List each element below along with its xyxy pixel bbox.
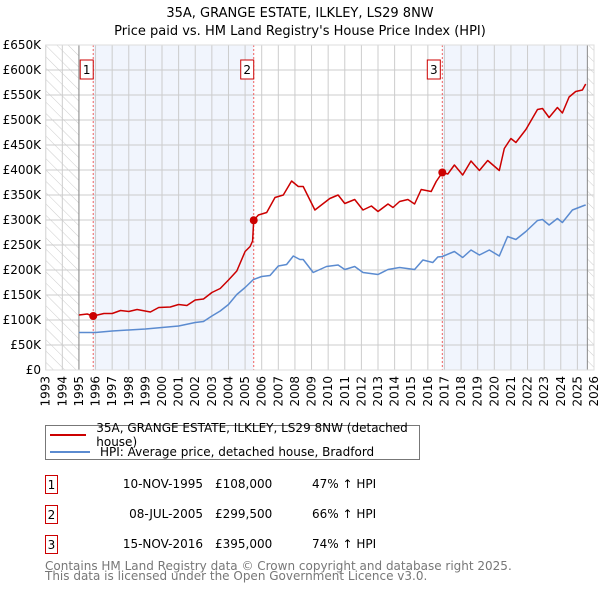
x-tick-label: 2018 — [454, 376, 468, 407]
x-tick-label: 2024 — [554, 376, 568, 407]
hpi-line — [78, 204, 586, 334]
y-tick-label: £600K — [3, 63, 43, 77]
x-tick-label: 2002 — [188, 376, 202, 407]
footer-copyright: Contains HM Land Registry data © Crown c… — [45, 559, 512, 573]
sale-date: 10-NOV-1995 — [122, 477, 203, 491]
y-tick-label: £500K — [3, 113, 43, 127]
sale-marker-box — [240, 59, 255, 80]
plot-frame — [45, 44, 595, 371]
sale-price: £299,500 — [215, 507, 273, 521]
y-tick-label: £200K — [3, 263, 43, 277]
legend-label: HPI: Average price, detached house, Brad… — [100, 445, 375, 459]
x-tick-label: 2012 — [354, 376, 368, 407]
sale-point — [249, 216, 258, 225]
x-tick-label: 2014 — [388, 376, 402, 407]
x-tick-label: 1993 — [39, 376, 53, 407]
y-tick-label: £100K — [3, 313, 43, 327]
x-tick-label: 2001 — [172, 376, 186, 407]
y-tick-label: £300K — [3, 213, 43, 227]
y-tick-label: £400K — [3, 163, 43, 177]
legend-label: 35A, GRANGE ESTATE, ILKLEY, LS29 8NW (de… — [96, 421, 408, 449]
legend-item-hpi: HPI: Average price, detached house, Brad… — [46, 444, 374, 460]
y-tick-label: £350K — [3, 188, 43, 202]
x-tick-label: 2013 — [371, 376, 385, 407]
x-tick-label: 2003 — [205, 376, 219, 407]
x-tick-label: 2020 — [487, 376, 501, 407]
x-tick-label: 2008 — [288, 376, 302, 407]
no-data-hatch — [587, 45, 594, 370]
y-tick-label: £150K — [3, 288, 43, 302]
y-tick-label: £50K — [10, 338, 42, 352]
x-tick-label: 2006 — [255, 376, 269, 407]
sale-marker-badge: 1 — [45, 475, 58, 494]
sale-date: 15-NOV-2016 — [122, 537, 203, 551]
x-tick-label: 2009 — [305, 376, 319, 407]
sale-marker-label: 2 — [243, 63, 251, 77]
sale-row: 2 08-JUL-2005 £299,500 66% ↑ HPI — [45, 505, 445, 525]
y-tick-label: £250K — [3, 238, 43, 252]
x-tick-label: 2025 — [570, 376, 584, 407]
x-tick-label: 2007 — [271, 376, 285, 407]
x-tick-label: 2010 — [321, 376, 335, 407]
ownership-shade — [442, 45, 588, 370]
x-tick-label: 2019 — [471, 376, 485, 407]
sale-point — [89, 312, 98, 320]
x-tick-label: 2011 — [338, 376, 352, 407]
sale-row: 1 10-NOV-1995 £108,000 47% ↑ HPI — [45, 475, 445, 495]
sale-marker-badge: 2 — [45, 505, 58, 524]
y-tick-label: £650K — [3, 38, 43, 52]
x-tick-label: 1999 — [138, 376, 152, 407]
y-tick-label: £450K — [3, 138, 43, 152]
x-tick-label: 2000 — [155, 376, 169, 407]
property-price-line — [78, 83, 587, 317]
x-tick-label: 1997 — [105, 376, 119, 407]
x-tick-label: 2017 — [437, 376, 451, 407]
sale-marker-badge: 3 — [45, 535, 58, 554]
sale-date: 08-JUL-2005 — [129, 507, 203, 521]
y-tick-label: £0 — [26, 363, 41, 377]
sale-point — [438, 168, 447, 177]
x-tick-label: 1996 — [89, 376, 103, 407]
x-tick-label: 2023 — [537, 376, 551, 407]
x-tick-label: 1994 — [55, 376, 69, 407]
sale-marker-label: 1 — [83, 63, 91, 77]
x-tick-label: 2015 — [404, 376, 418, 407]
sale-price: £108,000 — [215, 477, 273, 491]
y-tick-label: £550K — [3, 88, 43, 102]
sale-row: 3 15-NOV-2016 £395,000 74% ↑ HPI — [45, 535, 445, 555]
sale-marker-box — [79, 59, 94, 80]
x-tick-label: 2005 — [238, 376, 252, 407]
x-tick-label: 2021 — [504, 376, 518, 407]
price-chart: 35A, GRANGE ESTATE, ILKLEY, LS29 8NW Pri… — [3, 6, 600, 407]
legend-item-property: 35A, GRANGE ESTATE, ILKLEY, LS29 8NW (de… — [46, 421, 419, 449]
chart-subtitle: Price paid vs. HM Land Registry's House … — [114, 24, 486, 39]
legend-swatch-red — [50, 434, 87, 436]
ownership-shade — [93, 45, 254, 370]
x-tick-label: 2026 — [587, 376, 600, 407]
x-tick-label: 2016 — [421, 376, 435, 407]
legend: 35A, GRANGE ESTATE, ILKLEY, LS29 8NW (de… — [45, 421, 420, 460]
x-tick-label: 2004 — [221, 376, 235, 407]
sale-marker-box — [426, 59, 441, 80]
sale-marker-label: 3 — [430, 63, 438, 77]
chart-title: 35A, GRANGE ESTATE, ILKLEY, LS29 8NW — [166, 6, 433, 21]
x-tick-label: 2022 — [521, 376, 535, 407]
sale-hpi-diff: 66% ↑ HPI — [312, 507, 377, 521]
legend-swatch-blue — [50, 451, 90, 453]
sale-price: £395,000 — [215, 537, 273, 551]
footer-licence: This data is licensed under the Open Gov… — [45, 569, 428, 583]
sale-hpi-diff: 74% ↑ HPI — [312, 537, 377, 551]
sale-hpi-diff: 47% ↑ HPI — [312, 477, 377, 491]
x-tick-label: 1995 — [72, 376, 86, 407]
x-tick-label: 1998 — [122, 376, 136, 407]
